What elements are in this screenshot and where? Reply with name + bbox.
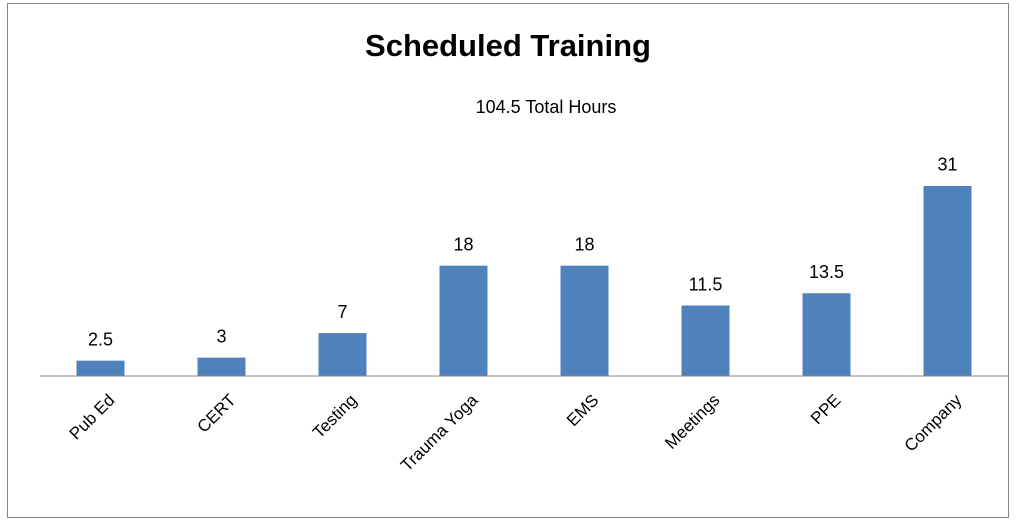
data-label: 2.5 xyxy=(88,329,113,349)
bar xyxy=(76,360,125,376)
data-label: 18 xyxy=(453,234,473,254)
chart-subtitle: 104.5 Total Hours xyxy=(476,97,617,117)
bar xyxy=(197,357,246,376)
bar xyxy=(681,305,730,376)
data-label: 7 xyxy=(337,302,347,322)
bar xyxy=(560,265,609,376)
chart-frame xyxy=(7,3,1009,518)
data-label: 18 xyxy=(574,234,594,254)
chart-title: Scheduled Training xyxy=(365,28,651,63)
bar xyxy=(802,293,851,376)
data-label: 13.5 xyxy=(809,262,844,282)
bar xyxy=(318,333,367,376)
bar xyxy=(923,185,972,376)
bar xyxy=(439,265,488,376)
data-label: 31 xyxy=(937,155,957,175)
data-label: 3 xyxy=(216,326,226,346)
data-label: 11.5 xyxy=(689,274,723,294)
